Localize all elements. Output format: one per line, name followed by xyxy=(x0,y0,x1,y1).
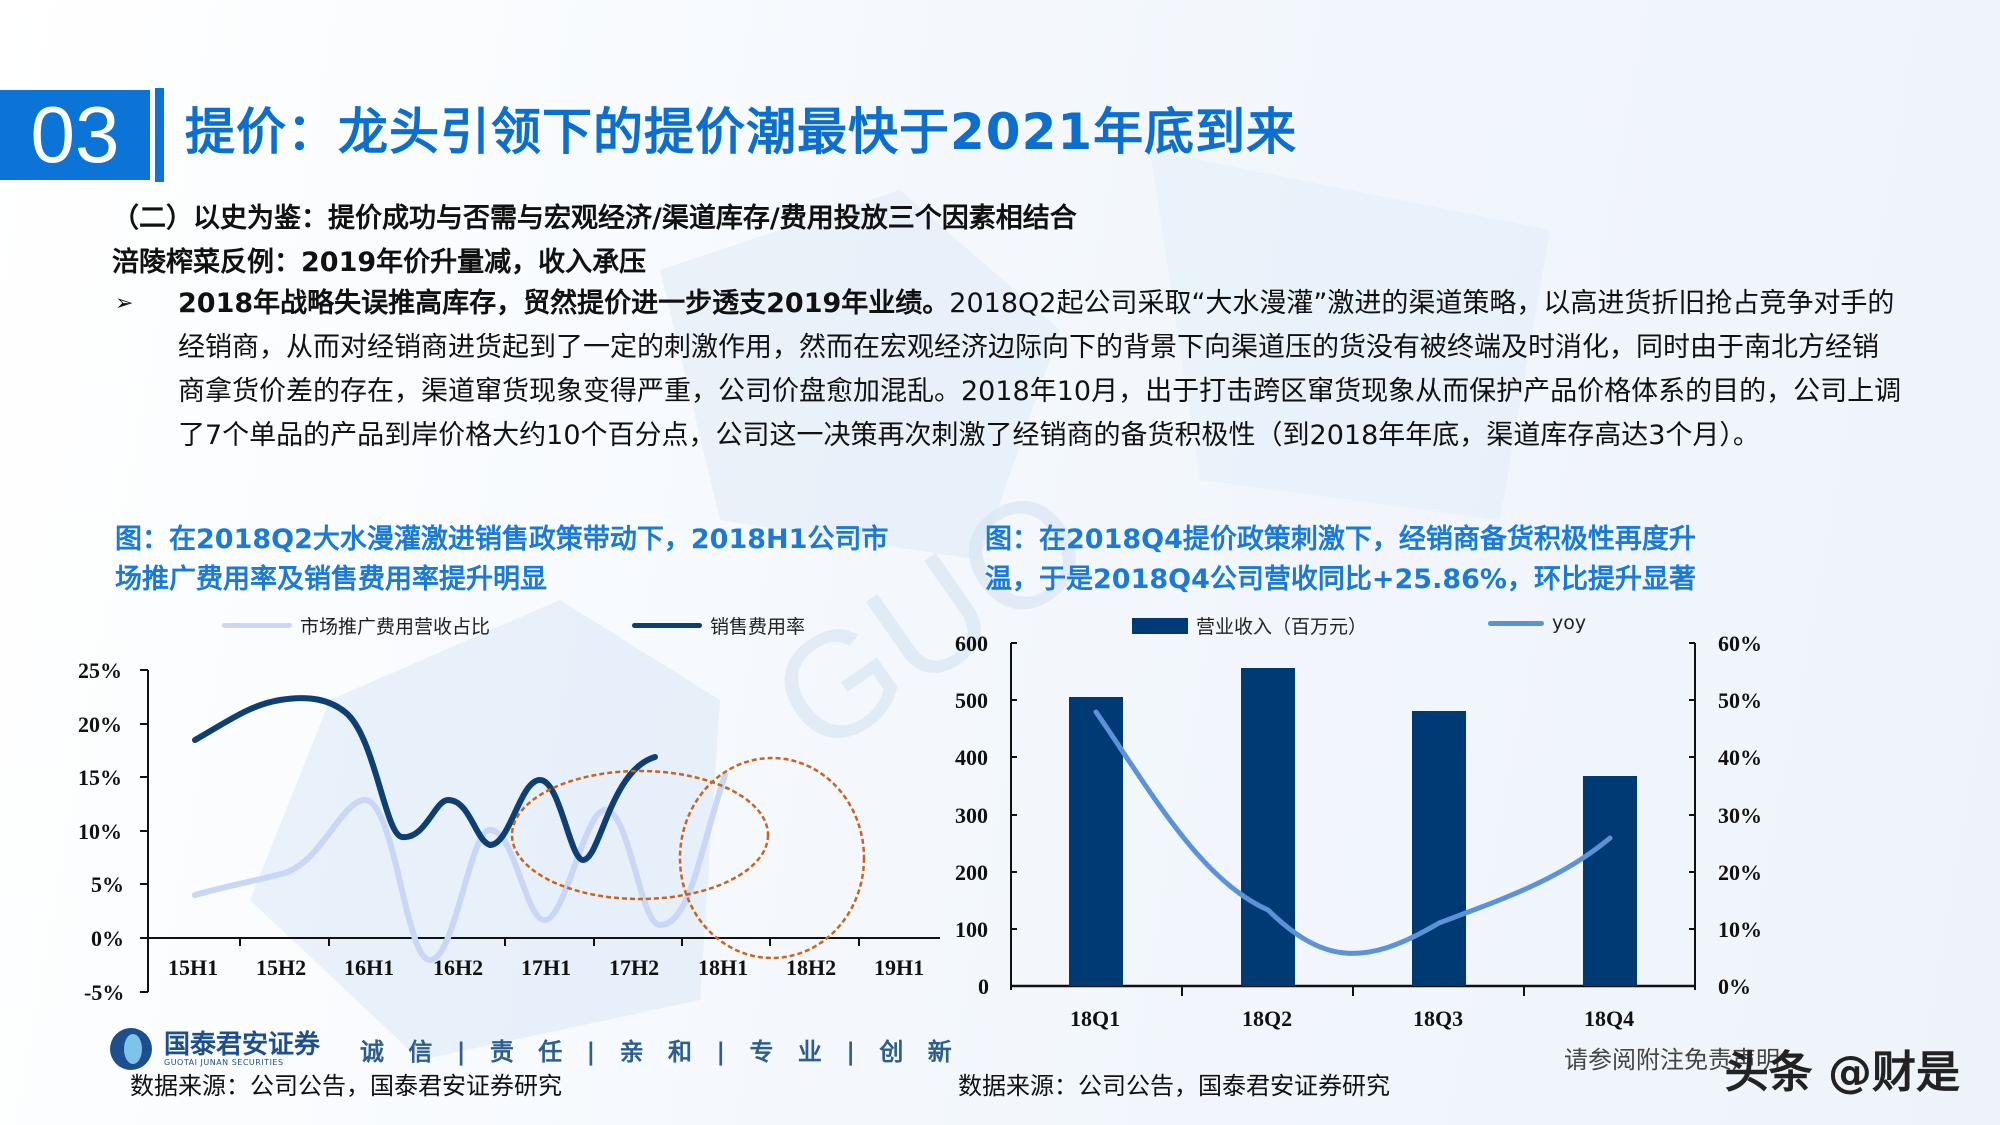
x-tick: 16H2 xyxy=(433,955,484,980)
body-paragraph: ➢ 2018年战略失误推高库存，贸然提价进一步透支2019年业绩。2018Q2起… xyxy=(115,282,1905,458)
arrow-bullet-icon: ➢ xyxy=(115,291,134,316)
legend-yoy: yoy xyxy=(1488,612,1586,634)
company-logo: 国泰君安证券 GUOTAI JUNAN SECURITIES 诚 信 | 责 任… xyxy=(110,1028,960,1070)
legend-revenue: 营业收入（百万元） xyxy=(1132,612,1367,639)
left-chart-title-line2: 场推广费用率及销售费用率提升明显 xyxy=(115,564,547,595)
x-tick: 18Q3 xyxy=(1413,1006,1464,1031)
paragraph-lead: 2018年战略失误推高库存，贸然提价进一步透支2019年业绩。 xyxy=(178,288,950,319)
left-chart-title-line1: 图：在2018Q2大水漫灌激进销售政策带动下，2018H1公司市 xyxy=(115,524,889,555)
y-tick-right: 60% xyxy=(1718,631,1762,656)
legend-label: yoy xyxy=(1552,612,1587,634)
left-chart-source: 数据来源：公司公告，国泰君安证券研究 xyxy=(130,1072,562,1100)
x-tick: 19H1 xyxy=(874,955,925,980)
legend-label: 市场推广费用营收占比 xyxy=(300,616,491,638)
y-tick-left: 200 xyxy=(955,860,988,885)
y-tick-right: 20% xyxy=(1718,860,1762,885)
x-tick: 18H1 xyxy=(698,955,749,980)
disclaimer: 请参阅附注免责声明 xyxy=(1564,1046,1780,1074)
legend-label: 营业收入（百万元） xyxy=(1196,616,1368,638)
y-tick-left: 0 xyxy=(978,974,989,999)
y-tick-left: 400 xyxy=(955,745,988,770)
y-tick-left: 600 xyxy=(955,631,988,656)
y-tick: 15% xyxy=(78,765,122,790)
y-tick: 10% xyxy=(78,819,122,844)
legend-label: 销售费用率 xyxy=(710,616,806,638)
subheading-1: （二）以史为鉴：提价成功与否需与宏观经济/渠道库存/费用投放三个因素相结合 xyxy=(112,203,1077,234)
legend-market-promo: 市场推广费用营收占比 xyxy=(222,612,490,639)
legend-swatch-line xyxy=(1488,620,1544,626)
x-tick: 16H1 xyxy=(344,955,395,980)
y-tick-right: 30% xyxy=(1718,803,1762,828)
section-number: 03 xyxy=(0,90,150,180)
legend-swatch-bar xyxy=(1132,617,1188,634)
y-tick: -5% xyxy=(84,980,125,1005)
y-tick-right: 10% xyxy=(1718,917,1762,942)
x-tick: 18Q2 xyxy=(1242,1006,1293,1031)
y-tick-left: 300 xyxy=(955,803,988,828)
x-tick: 15H1 xyxy=(168,955,219,980)
page-title: 提价：龙头引领下的提价潮最快于2021年底到来 xyxy=(185,103,1298,161)
header-divider xyxy=(155,88,164,182)
x-tick: 18Q1 xyxy=(1070,1006,1121,1031)
x-tick: 15H2 xyxy=(256,955,307,980)
paragraph-body: 2018Q2起公司采取“大水漫灌”激进的渠道策略，以高进货折旧抢占竞争对手的经销… xyxy=(178,288,1902,451)
legend-sales-expense: 销售费用率 xyxy=(632,612,805,639)
logo-cn: 国泰君安证券 xyxy=(164,1029,321,1060)
y-tick-left: 500 xyxy=(955,688,988,713)
x-tick: 17H2 xyxy=(609,955,660,980)
logo-mark-icon xyxy=(110,1028,152,1070)
y-tick: 0% xyxy=(91,926,124,951)
right-chart-title-line1: 图：在2018Q4提价政策刺激下，经销商备货积极性再度升 xyxy=(985,524,1696,555)
y-tick-left: 100 xyxy=(955,917,988,942)
left-chart-title: 图：在2018Q2大水漫灌激进销售政策带动下，2018H1公司市 场推广费用率及… xyxy=(115,520,995,600)
legend-swatch-dark xyxy=(632,623,702,628)
y-tick: 5% xyxy=(91,872,124,897)
subheading-2: 涪陵榨菜反例：2019年价升量减，收入承压 xyxy=(112,247,647,278)
toutiao-watermark: 头条 @财是 xyxy=(1724,1047,1960,1098)
legend-swatch-light xyxy=(222,623,292,628)
y-tick: 25% xyxy=(78,658,122,683)
y-tick: 20% xyxy=(78,712,122,737)
x-tick: 18H2 xyxy=(786,955,837,980)
company-slogan: 诚 信 | 责 任 | 亲 和 | 专 业 | 创 新 xyxy=(360,1037,960,1066)
x-tick: 18Q4 xyxy=(1584,1006,1635,1031)
y-tick-right: 50% xyxy=(1718,688,1762,713)
y-tick-right: 0% xyxy=(1718,974,1751,999)
x-tick: 17H1 xyxy=(521,955,572,980)
logo-en: GUOTAI JUNAN SECURITIES xyxy=(164,1057,284,1067)
y-tick-right: 40% xyxy=(1718,745,1762,770)
right-chart-source: 数据来源：公司公告，国泰君安证券研究 xyxy=(958,1072,1390,1100)
right-chart-title-line2: 温，于是2018Q4公司营收同比+25.86%，环比提升显著 xyxy=(985,564,1696,595)
right-chart-title: 图：在2018Q4提价政策刺激下，经销商备货积极性再度升 温，于是2018Q4公… xyxy=(985,520,1845,600)
